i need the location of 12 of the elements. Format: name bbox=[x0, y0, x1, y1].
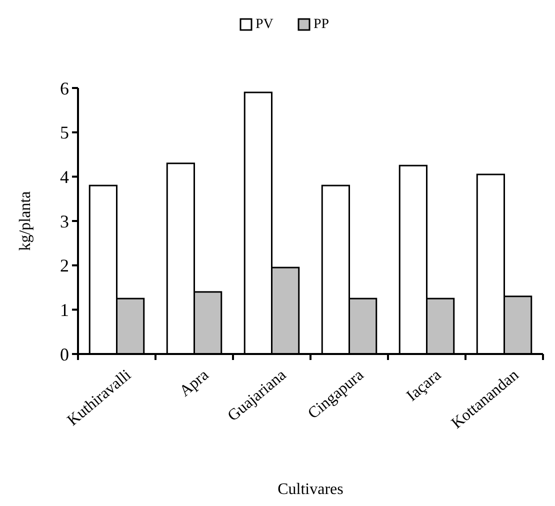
y-tick-label: 3 bbox=[60, 211, 69, 232]
y-tick-label: 2 bbox=[60, 256, 69, 276]
y-tick-label: 4 bbox=[60, 166, 69, 187]
y-axis-title: kg/planta bbox=[17, 191, 34, 251]
y-tick-label: 6 bbox=[60, 78, 69, 98]
x-tick-label: Apra bbox=[176, 366, 212, 400]
y-tick-label: 0 bbox=[60, 344, 69, 364]
y-tick-label: 1 bbox=[60, 300, 69, 320]
x-axis-title: Cultivares bbox=[278, 481, 344, 498]
legend-label: PP bbox=[314, 17, 330, 32]
legend-label: PV bbox=[256, 17, 274, 32]
y-tick-label: 5 bbox=[60, 122, 69, 143]
